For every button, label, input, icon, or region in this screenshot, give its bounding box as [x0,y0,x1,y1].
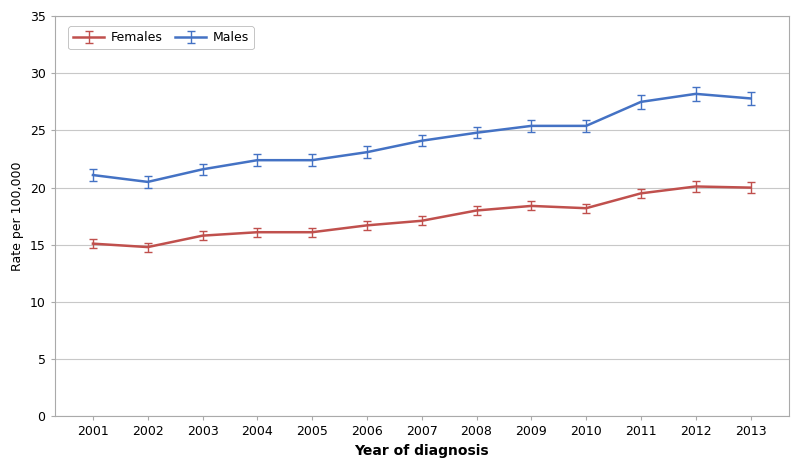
Y-axis label: Rate per 100,000: Rate per 100,000 [11,161,24,271]
Legend: Females, Males: Females, Males [68,26,254,49]
X-axis label: Year of diagnosis: Year of diagnosis [354,444,489,458]
